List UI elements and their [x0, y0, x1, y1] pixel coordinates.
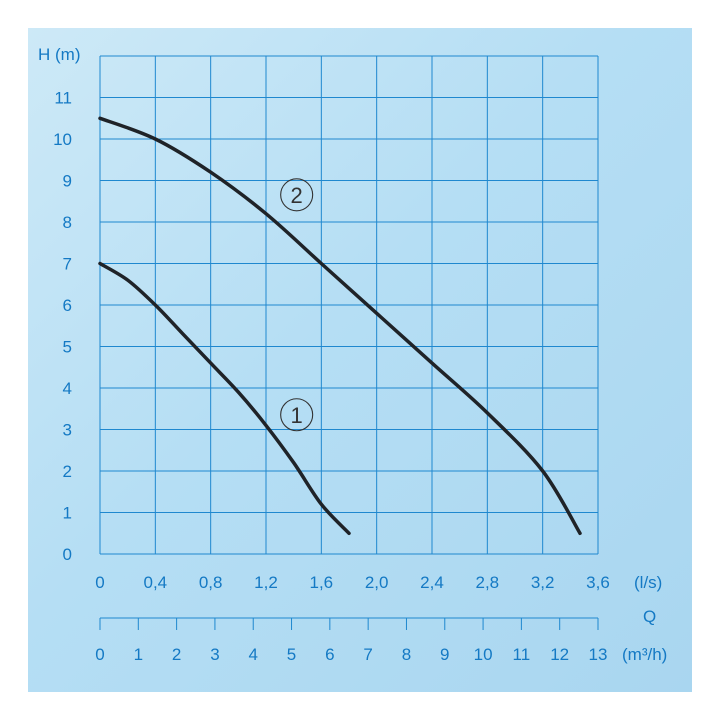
x-tick-label-top: 0: [95, 573, 104, 592]
x-tick-label-top: 1,2: [254, 573, 278, 592]
y-axis-label: H (m): [38, 45, 80, 64]
y-tick-label: 8: [63, 213, 72, 232]
x-tick-label-top: 1,6: [310, 573, 334, 592]
y-tick-label: 4: [63, 379, 72, 398]
x-axis-label-top: (l/s): [634, 573, 662, 592]
x-tick-label-top: 3,6: [586, 573, 610, 592]
curve-series-1: [98, 261, 351, 536]
x-tick-label-top: 2,8: [476, 573, 500, 592]
curve-markers: 12: [280, 178, 314, 432]
x-tick-label-bottom: 13: [589, 645, 608, 664]
x-tick-label-bottom: 4: [248, 645, 257, 664]
x-tick-label-bottom: 7: [363, 645, 372, 664]
x-tick-label-top: 2,4: [420, 573, 444, 592]
curve-marker-circle: [280, 178, 314, 212]
x-tick-label-bottom: 12: [550, 645, 569, 664]
curve-marker-circle: [280, 398, 314, 432]
x-tick-label-bottom: 6: [325, 645, 334, 664]
y-tick-label: 9: [63, 172, 72, 191]
x-tick-label-bottom: 11: [513, 645, 531, 664]
y-tick-label: 3: [63, 421, 72, 440]
x-tick-label-bottom: 1: [134, 645, 143, 664]
curve-marker-label: 2: [291, 183, 303, 208]
y-tick-label: 11: [54, 89, 72, 108]
y-tick-label: 10: [53, 130, 72, 149]
y-tick-label: 1: [63, 504, 72, 523]
x-tick-label-bottom: 2: [172, 645, 181, 664]
secondary-axis: 0 1 2 3 4 5 6 7 8 9 10 11 12 13: [95, 617, 608, 664]
y-tick-label: 6: [63, 296, 72, 315]
x-axis-label-q: Q: [643, 607, 656, 626]
x-tick-label-bottom: 3: [210, 645, 219, 664]
x-tick-label-top: 0,4: [144, 573, 168, 592]
x-tick-label-bottom: 0: [95, 645, 104, 664]
x-tick-label-top: 0,8: [199, 573, 223, 592]
y-tick-label: 2: [63, 462, 72, 481]
x-tick-label-top: 3,2: [531, 573, 555, 592]
grid: [99, 55, 599, 555]
curve-marker-label: 1: [291, 403, 303, 428]
y-tick-label: 7: [63, 255, 72, 274]
x-tick-label-bottom: 10: [474, 645, 493, 664]
x-tick-label-bottom: 5: [287, 645, 296, 664]
x-tick-label-bottom: 8: [402, 645, 411, 664]
curves: [98, 116, 582, 536]
x-tick-label-bottom: 9: [440, 645, 449, 664]
x-axis-label-bottom: (m³/h): [622, 645, 667, 664]
y-tick-label: 0: [63, 545, 72, 564]
y-tick-label: 5: [63, 338, 72, 357]
curve-series-2: [98, 116, 582, 536]
x-tick-label-top: 2,0: [365, 573, 389, 592]
